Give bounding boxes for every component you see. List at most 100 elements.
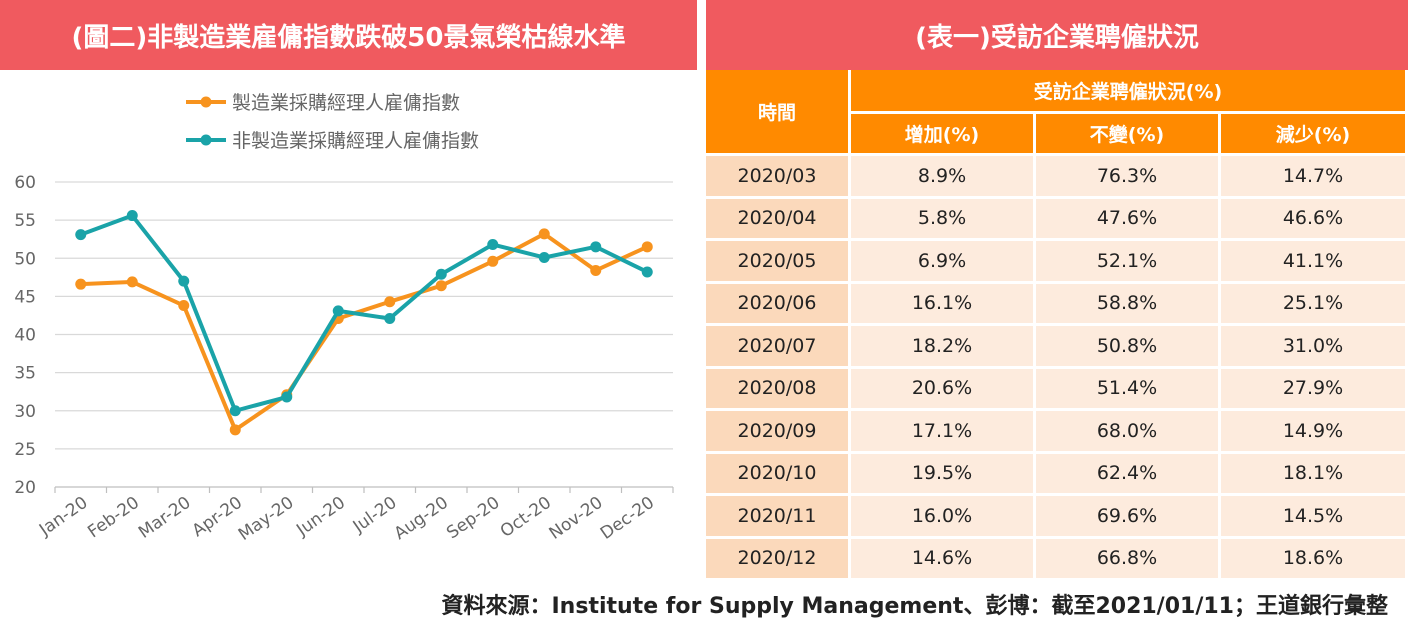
gridlines [55,181,673,488]
increase-cell: 8.9% [851,156,1036,199]
unchanged-cell: 76.3% [1036,156,1221,199]
decrease-cell: 25.1% [1221,283,1408,326]
table-row: 2020/08 20.6% 51.4% 27.9% [706,368,1408,411]
x-tick-label: Dec-20 [597,493,658,544]
unchanged-cell: 51.4% [1036,368,1221,411]
date-cell: 2020/05 [706,241,851,284]
header-unchanged: 不變(%) [1036,114,1221,156]
x-tick-label: Sep-20 [443,493,503,544]
data-point [332,305,344,317]
decrease-cell: 14.9% [1221,411,1408,454]
decrease-cell: 27.9% [1221,368,1408,411]
decrease-cell: 14.5% [1221,496,1408,539]
increase-cell: 16.1% [851,283,1036,326]
line-chart: 20 25 30 35 40 45 50 55 60 Jan-20Feb-20Mar-20Apr… [14,92,674,545]
y-axis-ticks: 20 25 30 35 40 45 50 55 60 [14,173,36,498]
unchanged-cell: 50.8% [1036,326,1221,369]
data-point [641,266,653,278]
x-tick-label: Oct-20 [497,493,555,542]
date-cell: 2020/12 [706,538,851,581]
data-point [126,276,138,288]
increase-cell: 16.0% [851,496,1036,539]
data-point [487,255,499,267]
series-line [80,213,649,413]
x-tick-label: Feb-20 [84,493,143,543]
hiring-status-table: 時間 受訪企業聘僱狀況(%) 增加(%) 不變(%) 減少(%) 2020/03… [706,70,1408,581]
table-row: 2020/06 16.1% 58.8% 25.1% [706,283,1408,326]
increase-cell: 18.2% [851,326,1036,369]
table-row: 2020/11 16.0% 69.6% 14.5% [706,496,1408,539]
increase-cell: 5.8% [851,198,1036,241]
increase-cell: 19.5% [851,453,1036,496]
unchanged-cell: 68.0% [1036,411,1221,454]
chart-title: (圖二)非製造業雇傭指數跌破50景氣榮枯線水準 [0,0,697,70]
source-note: 資料來源：Institute for Supply Management、彭博：… [441,594,1389,619]
data-point [75,278,87,290]
decrease-cell: 14.7% [1221,156,1408,199]
date-cell: 2020/04 [706,198,851,241]
data-point [178,300,190,312]
y-tick-label: 55 [14,211,36,231]
x-axis [54,487,674,493]
legend-label: 非製造業採購經理人雇傭指數 [232,130,479,152]
x-tick-label: Mar-20 [135,493,195,543]
data-point [435,268,447,280]
data-point [384,296,396,308]
decrease-cell: 46.6% [1221,198,1408,241]
decrease-cell: 18.6% [1221,538,1408,581]
table-row: 2020/03 8.9% 76.3% 14.7% [706,156,1408,199]
legend-marker [200,96,212,108]
table-title: (表一)受訪企業聘僱狀況 [706,0,1408,70]
increase-cell: 14.6% [851,538,1036,581]
x-tick-label: Aug-20 [391,493,452,544]
data-point [126,210,138,222]
table-row: 2020/10 19.5% 62.4% 18.1% [706,453,1408,496]
date-cell: 2020/07 [706,326,851,369]
date-cell: 2020/08 [706,368,851,411]
table-row: 2020/05 6.9% 52.1% 41.1% [706,241,1408,284]
data-point [590,241,602,253]
header-decrease: 減少(%) [1221,114,1408,156]
decrease-cell: 18.1% [1221,453,1408,496]
y-tick-label: 45 [14,287,36,307]
data-point [229,405,241,417]
data-point [281,391,293,403]
x-tick-label: May-20 [235,493,298,545]
legend-label: 製造業採購經理人雇傭指數 [232,92,460,114]
data-point [538,251,550,263]
series-lines [75,210,653,436]
table-row: 2020/12 14.6% 66.8% 18.6% [706,538,1408,581]
header-group: 受訪企業聘僱狀況(%) [851,70,1408,114]
data-point [75,229,87,241]
data-point [229,424,241,436]
unchanged-cell: 69.6% [1036,496,1221,539]
header-increase: 增加(%) [851,114,1036,156]
header-time: 時間 [706,70,851,156]
decrease-cell: 31.0% [1221,326,1408,369]
x-tick-label: Jun-20 [292,493,349,541]
increase-cell: 6.9% [851,241,1036,284]
y-tick-label: 25 [14,440,36,460]
y-tick-label: 30 [14,402,36,422]
unchanged-cell: 47.6% [1036,198,1221,241]
data-point [435,280,447,292]
unchanged-cell: 52.1% [1036,241,1221,284]
y-tick-label: 60 [14,173,36,193]
data-point [590,264,602,276]
y-tick-label: 20 [14,478,36,498]
increase-cell: 17.1% [851,411,1036,454]
x-tick-label: Jan-20 [35,493,92,541]
data-point [178,275,190,287]
table-row: 2020/09 17.1% 68.0% 14.9% [706,411,1408,454]
table-row: 2020/04 5.8% 47.6% 46.6% [706,198,1408,241]
y-tick-label: 50 [14,249,36,269]
series-line [80,231,649,432]
unchanged-cell: 58.8% [1036,283,1221,326]
decrease-cell: 41.1% [1221,241,1408,284]
data-point [487,239,499,251]
data-point [641,241,653,253]
increase-cell: 20.6% [851,368,1036,411]
date-cell: 2020/09 [706,411,851,454]
data-point [384,312,396,324]
